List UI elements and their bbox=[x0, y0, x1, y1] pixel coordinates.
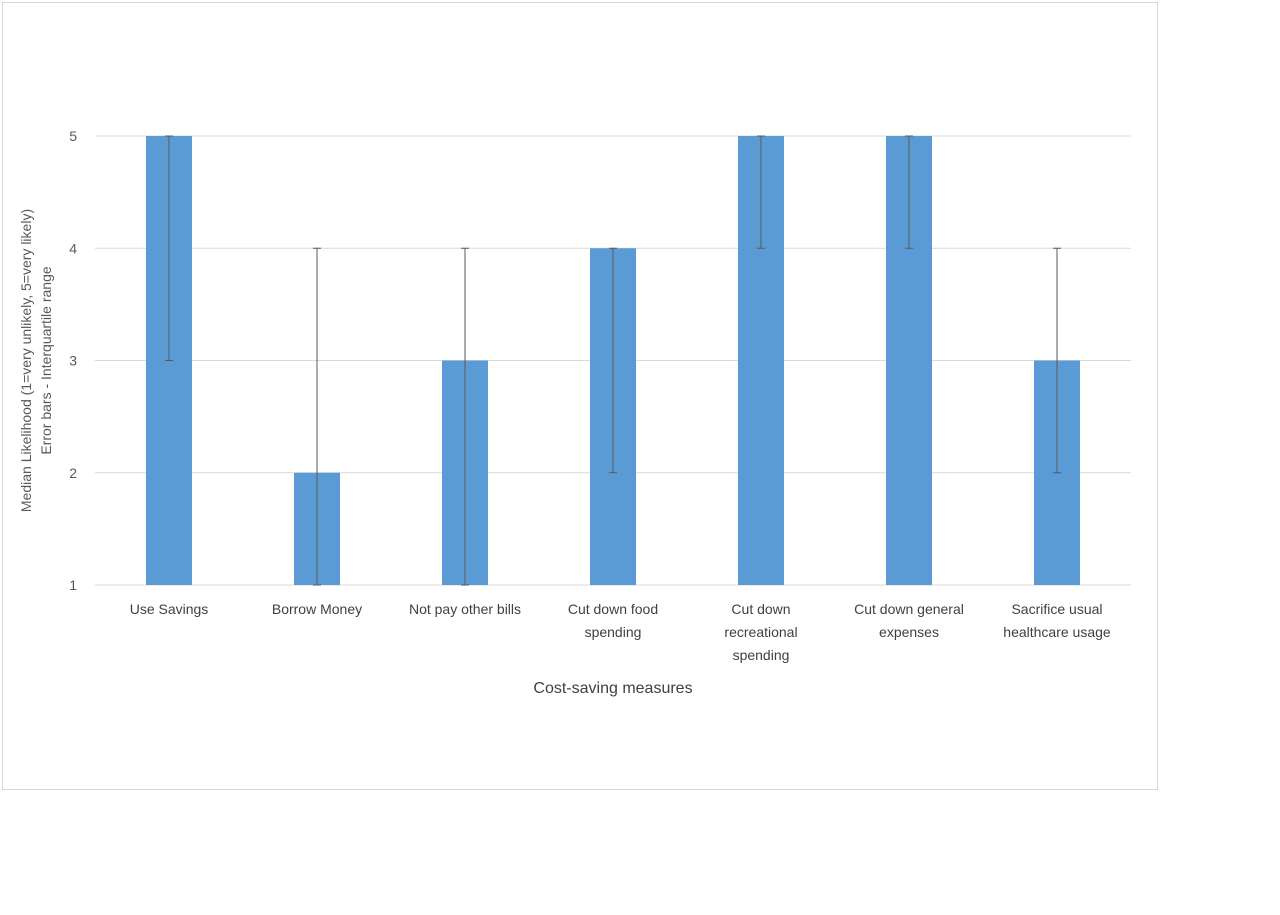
x-axis-title: Cost-saving measures bbox=[533, 680, 692, 697]
x-category-label: Not pay other bills bbox=[409, 601, 521, 617]
error-bar bbox=[165, 135, 173, 361]
error-bar bbox=[757, 135, 765, 249]
y-tick-label: 2 bbox=[69, 465, 77, 481]
y-tick-labels: 1 2 3 4 5 bbox=[69, 128, 77, 593]
x-category-label-line: recreational bbox=[724, 624, 797, 640]
y-tick-label: 3 bbox=[69, 353, 77, 369]
y-axis-title: Median Likelihood (1=very unlikely, 5=ve… bbox=[18, 209, 54, 512]
x-category-label: Cut down food spending bbox=[568, 601, 658, 640]
x-category-label-line: Cut down bbox=[731, 601, 790, 617]
error-bar bbox=[905, 135, 913, 249]
x-category-label-line: healthcare usage bbox=[1003, 624, 1111, 640]
x-category-label: Sacrifice usual healthcare usage bbox=[1003, 601, 1111, 640]
error-bar bbox=[1053, 247, 1061, 474]
error-bar bbox=[313, 247, 321, 586]
y-tick-label: 4 bbox=[69, 240, 77, 256]
error-bars bbox=[165, 135, 1061, 586]
y-axis-title-line: Median Likelihood (1=very unlikely, 5=ve… bbox=[18, 209, 34, 512]
x-category-label: Borrow Money bbox=[272, 601, 362, 617]
x-category-labels: Use Savings Borrow Money Not pay other bil… bbox=[130, 601, 1111, 663]
x-category-label-line: Borrow Money bbox=[272, 601, 362, 617]
x-category-label-line: Not pay other bills bbox=[409, 601, 521, 617]
x-category-label-line: Cut down food bbox=[568, 601, 658, 617]
x-category-label: Cut down recreational spending bbox=[724, 601, 797, 663]
x-category-label-line: Use Savings bbox=[130, 601, 209, 617]
error-bar bbox=[609, 247, 617, 474]
x-category-label-line: spending bbox=[733, 647, 790, 663]
x-category-label-line: spending bbox=[585, 624, 642, 640]
error-bar bbox=[461, 247, 469, 586]
x-category-label: Use Savings bbox=[130, 601, 209, 617]
x-category-label-line: expenses bbox=[879, 624, 939, 640]
chart-frame: 1 2 3 4 5 Use Savings Borrow Money Not pay oth… bbox=[2, 2, 1158, 790]
y-tick-label: 1 bbox=[69, 577, 77, 593]
y-axis-title-line: Error bars - Interquartile range bbox=[38, 266, 54, 455]
x-category-label-line: Cut down general bbox=[854, 601, 964, 617]
x-category-label: Cut down general expenses bbox=[854, 601, 964, 640]
x-category-label-line: Sacrifice usual bbox=[1011, 601, 1102, 617]
y-axis-title-text: Median Likelihood (1=very unlikely, 5=ve… bbox=[18, 209, 54, 512]
bar-chart: 1 2 3 4 5 Use Savings Borrow Money Not pay oth… bbox=[18, 128, 1131, 697]
y-tick-label: 5 bbox=[69, 128, 77, 144]
